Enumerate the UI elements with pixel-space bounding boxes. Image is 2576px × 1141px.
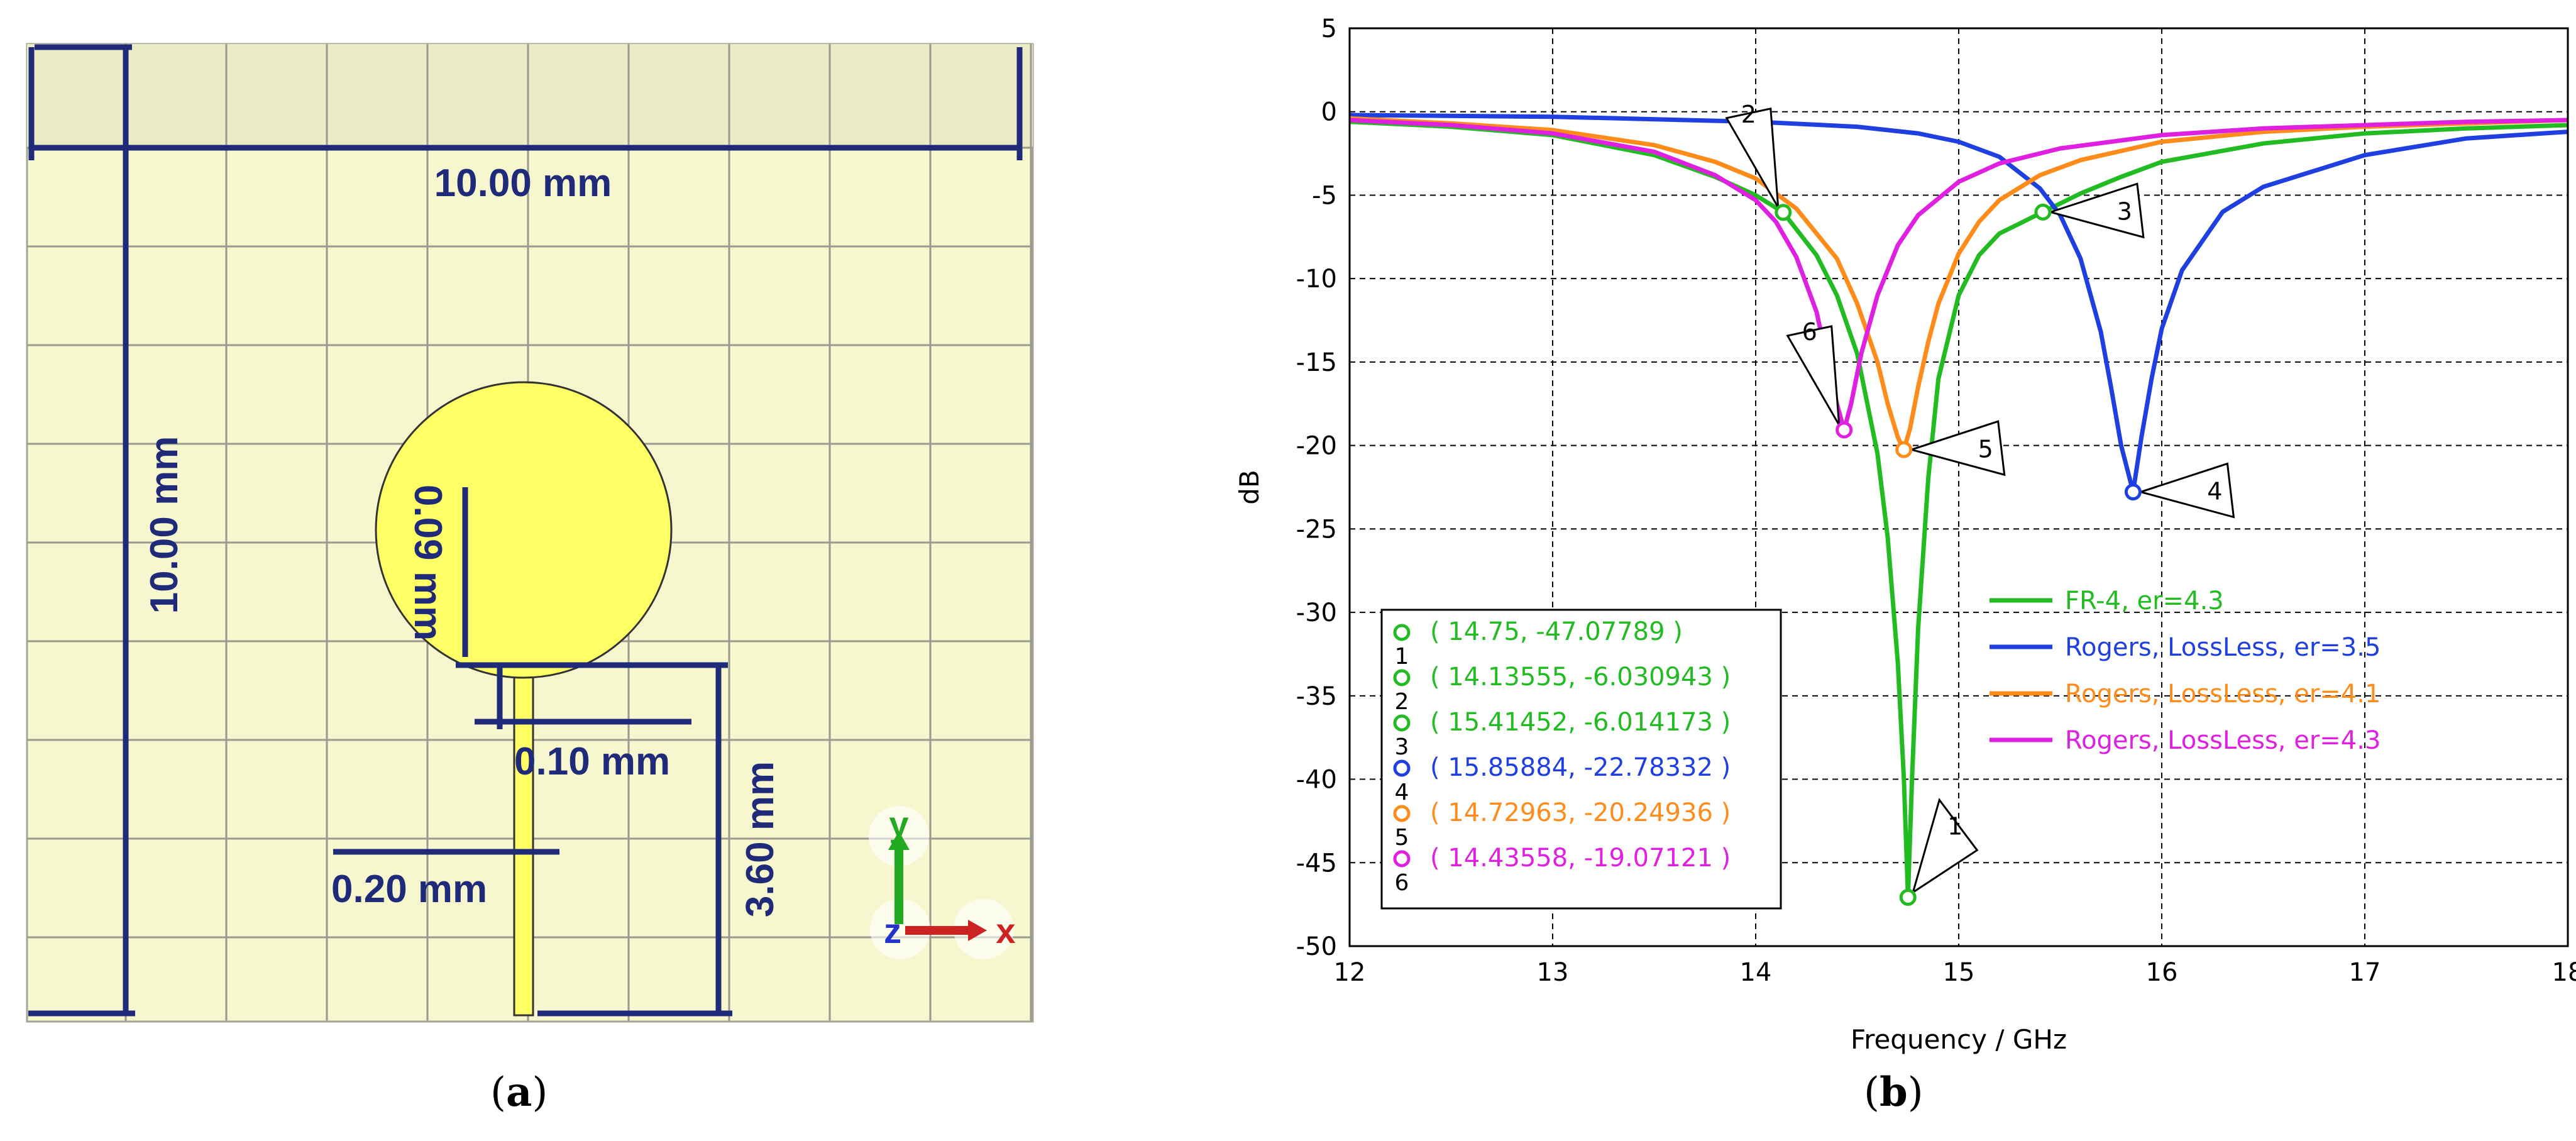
marker-table-id: 6 bbox=[1395, 870, 1409, 896]
dimension-feed-length: 3.60 mm bbox=[739, 761, 782, 917]
marker-flag bbox=[1911, 798, 1979, 895]
marker-point bbox=[1836, 421, 1853, 439]
marker-table-value: ( 14.13555, -6.030943 ) bbox=[1430, 663, 1731, 692]
marker-table-icon bbox=[1393, 805, 1411, 822]
marker-flag-label: 6 bbox=[1802, 318, 1817, 346]
series-line bbox=[1349, 113, 2568, 494]
caption-a: (a) bbox=[490, 1069, 548, 1116]
dimension-width-top: 10.00 mm bbox=[434, 162, 612, 205]
chart-markers: 1 2 3 4 5 6 bbox=[1725, 101, 2235, 906]
caption-close: ) bbox=[1907, 1069, 1924, 1116]
marker-flag-label: 4 bbox=[2207, 478, 2222, 505]
marker-table-id: 2 bbox=[1395, 689, 1409, 715]
marker-table-icon bbox=[1393, 714, 1411, 732]
dimension-height-left: 10.00 mm bbox=[143, 436, 186, 614]
y-tick-label: -50 bbox=[1296, 932, 1337, 961]
marker-flag-label: 5 bbox=[1978, 435, 1993, 463]
legend: FR-4, er=4.3 Rogers, LossLess, er=3.5 Roge… bbox=[1990, 587, 2381, 755]
legend-label: FR-4, er=4.3 bbox=[2065, 587, 2224, 615]
y-tick-label: -5 bbox=[1312, 181, 1337, 210]
y-tick-label: 0 bbox=[1321, 98, 1337, 127]
x-tick-label: 18 bbox=[2552, 958, 2576, 987]
caption-letter: b bbox=[1879, 1069, 1908, 1116]
marker-flag-label: 3 bbox=[2117, 197, 2132, 225]
marker-table: 1 ( 14.75, -47.07789 ) 2 ( 14.13555, -6.030… bbox=[1380, 609, 1782, 910]
feed-line bbox=[513, 662, 534, 1017]
marker-table-icon bbox=[1393, 624, 1411, 641]
marker-point bbox=[1895, 441, 1913, 458]
x-tick-label: 15 bbox=[1943, 958, 1975, 987]
chart-series bbox=[1349, 113, 2568, 900]
x-tick-label: 17 bbox=[2349, 958, 2381, 987]
marker-table-icon bbox=[1393, 850, 1411, 868]
dimension-feed-width: 0.20 mm bbox=[331, 868, 487, 911]
marker-point bbox=[2034, 203, 2052, 221]
marker-table-icon bbox=[1393, 669, 1411, 686]
dimension-gap: 0.10 mm bbox=[514, 740, 670, 783]
marker-flag bbox=[2137, 462, 2235, 519]
series-line bbox=[1349, 116, 2568, 452]
legend-label: Rogers, LossLess, er=4.3 bbox=[2065, 726, 2381, 755]
marker-table-id: 3 bbox=[1395, 734, 1409, 760]
dimension-circle-offset: 0.09 mm bbox=[406, 485, 449, 641]
marker-table-value: ( 14.75, -47.07789 ) bbox=[1430, 617, 1683, 646]
marker-table-id: 5 bbox=[1395, 825, 1409, 851]
chart-ticks: 12 13 14 15 16 17 1850-5-10-15-20-25-30-35-40-… bbox=[1296, 14, 2576, 987]
caption-open: ( bbox=[490, 1069, 506, 1116]
marker-table-value: ( 15.41452, -6.014173 ) bbox=[1430, 708, 1731, 737]
y-tick-label: -30 bbox=[1296, 598, 1337, 627]
marker-point bbox=[1899, 888, 1917, 906]
x-axis-label: Frequency / GHz bbox=[1851, 1024, 2067, 1055]
marker-table-box bbox=[1380, 609, 1782, 910]
marker-table-value: ( 14.72963, -20.24936 ) bbox=[1430, 798, 1731, 827]
marker-table-id: 4 bbox=[1395, 780, 1409, 805]
marker-point bbox=[1775, 204, 1792, 221]
x-tick-label: 16 bbox=[2146, 958, 2178, 987]
x-tick-label: 13 bbox=[1537, 958, 1569, 987]
antenna-geometry-panel: 10.00 mm 10.00 mm 0.09 mm 0.10 mm 0.20 m… bbox=[0, 0, 1069, 1138]
axis-label-x: x bbox=[996, 911, 1015, 951]
legend-label: Rogers, LossLess, er=4.1 bbox=[2065, 680, 2381, 708]
caption-b: (b) bbox=[1864, 1069, 1924, 1116]
y-tick-label: -10 bbox=[1296, 265, 1337, 294]
y-tick-label: -35 bbox=[1296, 682, 1337, 711]
series-line bbox=[1349, 119, 2568, 900]
marker-table-icon bbox=[1393, 759, 1411, 777]
marker-table-id: 1 bbox=[1395, 644, 1409, 670]
marker-table-value: ( 15.85884, -22.78332 ) bbox=[1430, 753, 1731, 782]
marker-flag bbox=[1725, 107, 1780, 208]
marker-flag bbox=[2047, 182, 2145, 239]
caption-open: ( bbox=[1864, 1069, 1880, 1116]
marker-point bbox=[2124, 483, 2142, 501]
marker-flag bbox=[1786, 325, 1841, 426]
x-tick-label: 14 bbox=[1740, 958, 1772, 987]
axis-label-y: y bbox=[889, 804, 908, 844]
caption-letter: a bbox=[505, 1069, 532, 1116]
y-axis-label: dB bbox=[1234, 470, 1265, 504]
antenna-geometry-view: 10.00 mm 10.00 mm 0.09 mm 0.10 mm 0.20 m… bbox=[26, 43, 1034, 1023]
y-tick-label: -25 bbox=[1296, 515, 1337, 544]
y-tick-label: -20 bbox=[1296, 432, 1337, 461]
marker-table-value: ( 14.43558, -19.07121 ) bbox=[1430, 844, 1731, 873]
y-tick-label: -45 bbox=[1296, 849, 1337, 878]
y-tick-label: -15 bbox=[1296, 348, 1337, 377]
axis-label-z: z bbox=[884, 911, 901, 951]
x-tick-label: 12 bbox=[1334, 958, 1366, 987]
y-tick-label: -40 bbox=[1296, 766, 1337, 795]
marker-flag-label: 2 bbox=[1741, 101, 1756, 128]
marker-flag bbox=[1908, 420, 2006, 477]
y-tick-label: 5 bbox=[1321, 14, 1337, 43]
marker-flag-label: 1 bbox=[1947, 812, 1962, 840]
dimension-lines bbox=[28, 44, 1023, 1017]
caption-close: ) bbox=[532, 1069, 548, 1116]
series-line bbox=[1349, 118, 2568, 433]
plot-frame bbox=[1348, 27, 2569, 947]
legend-label: Rogers, LossLess, er=3.5 bbox=[2065, 633, 2381, 662]
circular-patch bbox=[375, 381, 673, 679]
axis-triad: y z x bbox=[869, 804, 1016, 959]
substrate-top-band bbox=[27, 44, 1033, 148]
